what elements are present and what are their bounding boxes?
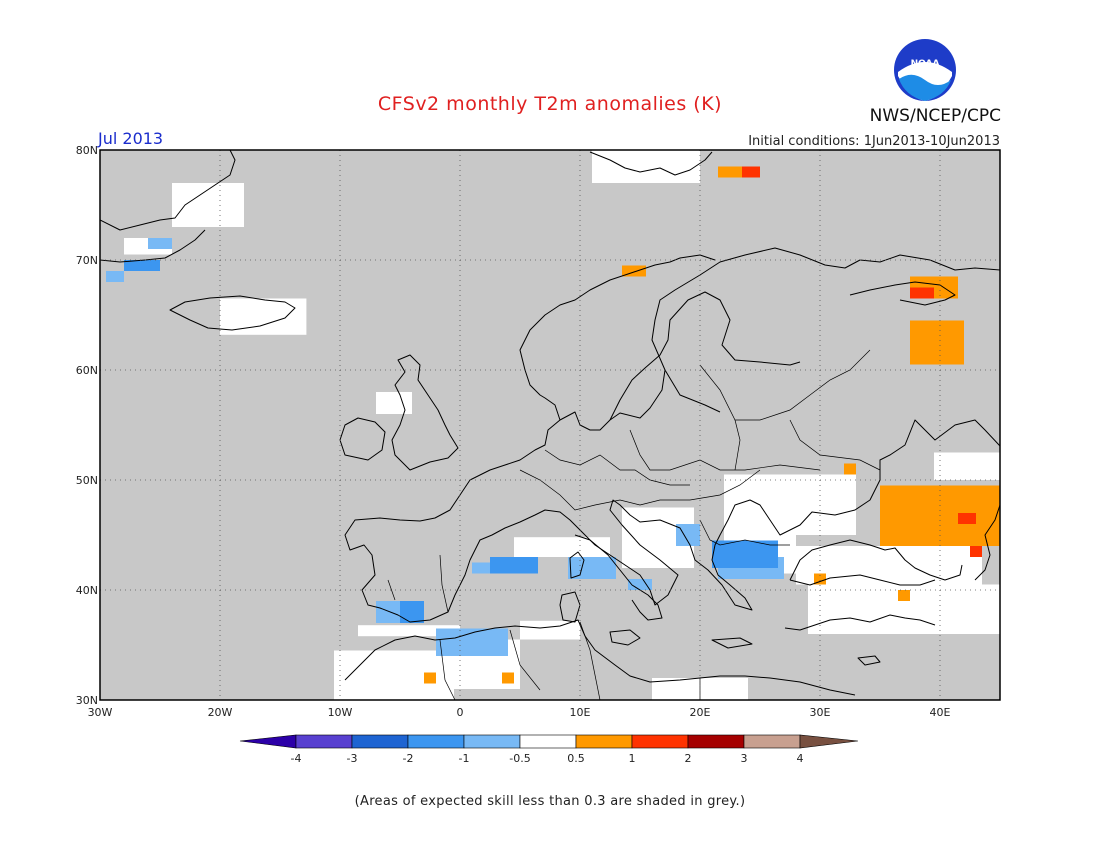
anomaly-cell-orange xyxy=(502,672,514,684)
legend-bin-neg3-neg2 xyxy=(351,734,409,749)
coastlines xyxy=(100,150,1000,696)
lon-label-30w: 30W xyxy=(88,706,113,719)
anomaly-cell-white xyxy=(724,474,856,535)
legend-label-05: 0.5 xyxy=(567,752,585,765)
country-borders xyxy=(387,349,881,700)
legend-label-neg4: -4 xyxy=(291,752,302,765)
color-legend: -4 -3 -2 -1 -0.5 0.5 1 2 3 4 xyxy=(239,734,859,765)
anomaly-cell-white xyxy=(358,625,460,637)
anomaly-cell-white xyxy=(220,298,307,335)
lon-label-40e: 40E xyxy=(930,706,951,719)
anomaly-cell-blue-mid xyxy=(712,540,778,568)
lat-label-30n: 30N xyxy=(76,694,98,707)
anomaly-cell-orange xyxy=(898,590,910,601)
anomaly-cell-orange xyxy=(844,463,856,475)
anomaly-cell-blue-light xyxy=(148,238,172,249)
legend-bin-05-1 xyxy=(575,734,633,749)
legend-label-neg2: -2 xyxy=(403,752,414,765)
anomaly-cell-white xyxy=(592,150,700,183)
legend-bin-neutral xyxy=(519,734,577,749)
map-frame xyxy=(99,149,1001,701)
legend-label-neg05: -0.5 xyxy=(509,752,530,765)
graticule xyxy=(100,150,1000,700)
anomaly-cell-orange xyxy=(622,265,646,277)
anomaly-cell-white xyxy=(376,392,412,414)
anomaly-cell-red-orange xyxy=(742,166,760,178)
anomaly-cell-red-orange xyxy=(958,513,976,524)
lon-label-10w: 10W xyxy=(328,706,353,719)
legend-label-1: 1 xyxy=(629,752,636,765)
anomaly-cell-blue-light xyxy=(628,579,652,590)
anomaly-cell-blue-mid xyxy=(400,601,424,623)
anomaly-cell-blue-light xyxy=(376,601,400,623)
skill-footnote: (Areas of expected skill less than 0.3 a… xyxy=(355,794,746,809)
anomaly-cell-orange xyxy=(424,672,436,684)
anomaly-cell-blue-light xyxy=(676,524,700,546)
forecast-month: Jul 2013 xyxy=(97,129,163,148)
anomaly-cell-white xyxy=(514,537,610,557)
initial-conditions: Initial conditions: 1Jun2013-10Jun2013 xyxy=(748,134,1000,149)
anomaly-cell-blue-light xyxy=(568,557,616,579)
anomaly-cell-blue-mid xyxy=(490,557,538,574)
agency-label: NWS/NCEP/CPC xyxy=(870,106,1001,126)
anomaly-cell-white xyxy=(520,620,580,640)
lat-label-70n: 70N xyxy=(76,254,98,267)
legend-label-neg1: -1 xyxy=(459,752,470,765)
legend-arrow-right xyxy=(799,734,859,749)
legend-arrow-left xyxy=(239,734,297,749)
legend-bin-neg2-neg1 xyxy=(407,734,465,749)
lon-label-20e: 20E xyxy=(690,706,711,719)
legend-label-3: 3 xyxy=(741,752,748,765)
anomaly-cell-blue-light xyxy=(106,271,124,282)
anomaly-cell-blue-mid xyxy=(124,260,160,271)
legend-bin-2-3 xyxy=(687,734,745,749)
lon-label-30e: 30E xyxy=(810,706,831,719)
svg-text:NOAA: NOAA xyxy=(911,59,940,69)
legend-bin-3-4 xyxy=(743,734,801,749)
lat-label-60n: 60N xyxy=(76,364,98,377)
lon-label-10e: 10E xyxy=(570,706,591,719)
legend-bin-neg1-neg05 xyxy=(463,734,521,749)
legend-bin-neg4-neg3 xyxy=(295,734,353,749)
anomaly-cell-white xyxy=(934,452,1000,480)
anomaly-cell-orange xyxy=(814,573,826,585)
anomaly-fields xyxy=(106,150,1000,700)
lat-label-80n: 80N xyxy=(76,144,98,157)
anomaly-map: 80N 70N 60N 50N 40N 30N 30W 20W 10W 0 10… xyxy=(76,144,1001,719)
lat-label-40n: 40N xyxy=(76,584,98,597)
anomaly-cell-red-orange xyxy=(970,546,982,557)
lon-label-0: 0 xyxy=(457,706,464,719)
anomaly-cell-blue-light xyxy=(472,562,496,574)
legend-label-4: 4 xyxy=(797,752,804,765)
anomaly-cell-red-orange xyxy=(910,287,934,299)
figure-title: CFSv2 monthly T2m anomalies (K) xyxy=(378,93,722,115)
legend-bin-1-2 xyxy=(631,734,689,749)
anomaly-cell-white xyxy=(172,183,244,227)
legend-label-2: 2 xyxy=(685,752,692,765)
noaa-logo: NOAA xyxy=(894,39,956,101)
legend-label-neg3: -3 xyxy=(347,752,358,765)
anomaly-cell-orange xyxy=(910,320,964,365)
anomaly-cell-orange xyxy=(718,166,760,178)
lat-label-50n: 50N xyxy=(76,474,98,487)
lon-label-20w: 20W xyxy=(208,706,233,719)
